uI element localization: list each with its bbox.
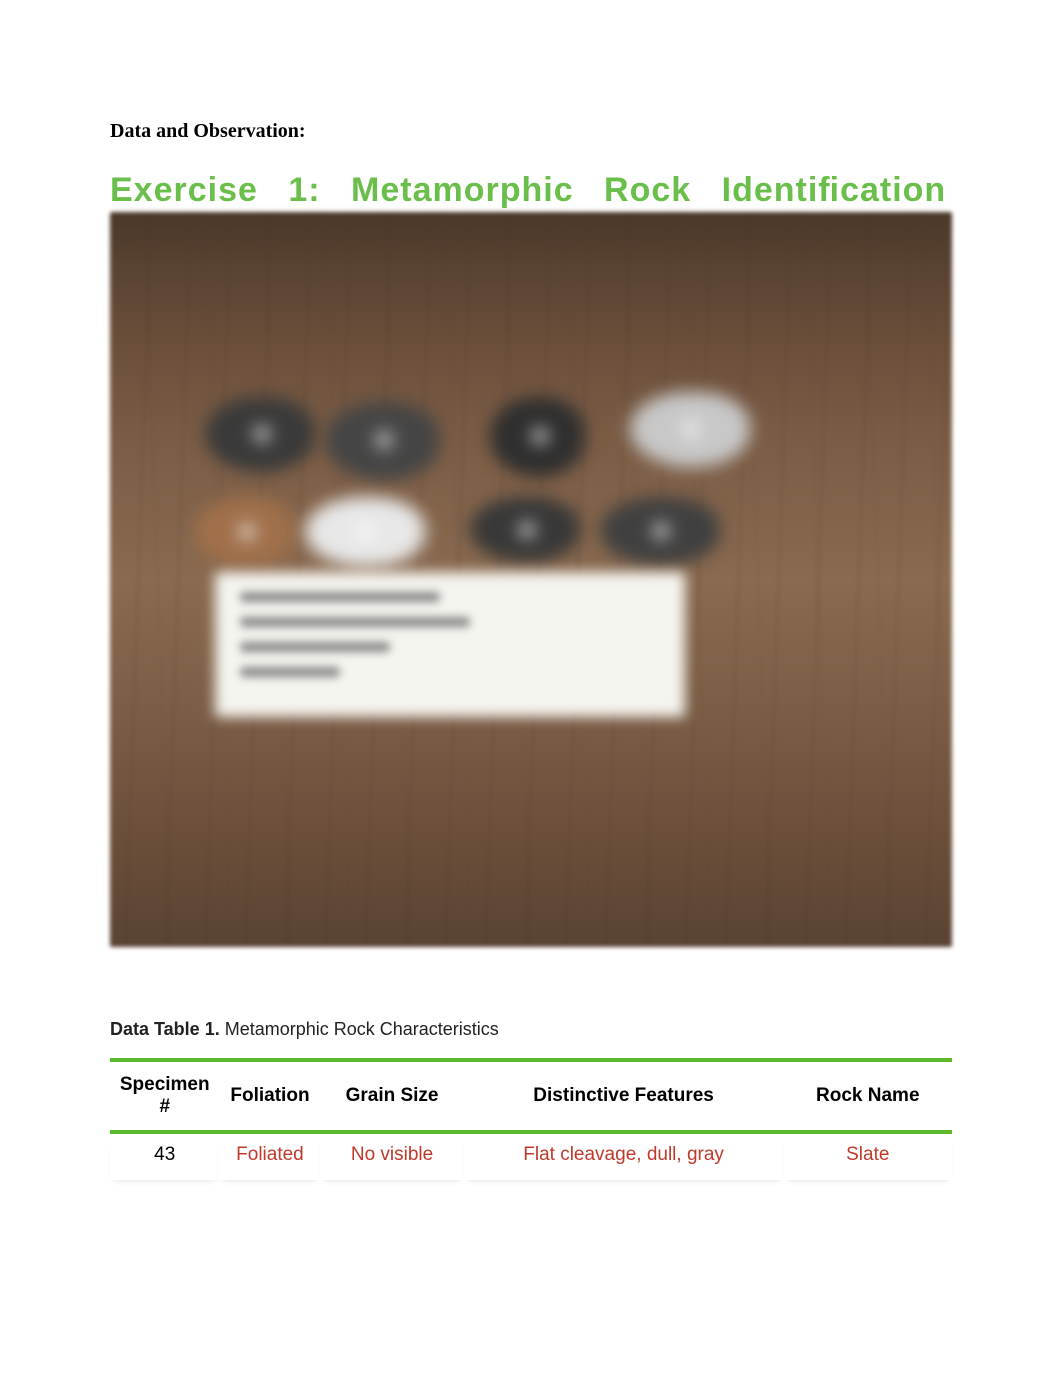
label-text-line xyxy=(240,592,440,602)
label-text-line xyxy=(240,617,470,627)
rock-specimen xyxy=(325,402,440,480)
rock-label-dot xyxy=(520,523,534,537)
table-caption: Data Table 1. Metamorphic Rock Character… xyxy=(110,1019,952,1040)
table-header-row: Specimen # Foliation Grain Size Distinct… xyxy=(110,1058,952,1134)
rock-label-dot xyxy=(377,433,391,447)
cell-name: Slate xyxy=(784,1134,952,1180)
rock-specimen xyxy=(600,497,720,565)
label-text-line xyxy=(240,642,390,652)
rock-label-dot xyxy=(684,422,698,436)
rock-specimen xyxy=(490,397,585,477)
cell-grain: No visible xyxy=(320,1134,463,1180)
col-header-grain: Grain Size xyxy=(320,1058,463,1134)
rock-label-dot xyxy=(359,525,373,539)
col-header-specimen: Specimen # xyxy=(110,1058,219,1134)
rock-specimen xyxy=(205,397,315,472)
rock-specimen xyxy=(305,497,425,567)
rock-label-dot xyxy=(654,524,668,538)
specimen-photo xyxy=(110,212,952,947)
cell-features: Flat cleavage, dull, gray xyxy=(464,1134,784,1180)
rock-label-dot xyxy=(240,525,254,539)
table-row: 43FoliatedNo visibleFlat cleavage, dull,… xyxy=(110,1134,952,1180)
rock-label-dot xyxy=(533,429,547,443)
label-text-line xyxy=(240,667,340,677)
cell-specimen: 43 xyxy=(110,1134,219,1180)
rock-specimen xyxy=(195,497,295,567)
exercise-title: Exercise 1: Metamorphic Rock Identiﬁcati… xyxy=(110,171,952,210)
col-header-name: Rock Name xyxy=(784,1058,952,1134)
col-header-features: Distinctive Features xyxy=(464,1058,784,1134)
rock-specimen xyxy=(470,497,580,562)
table-caption-rest: Metamorphic Rock Characteristics xyxy=(220,1019,499,1039)
rock-characteristics-table: Specimen # Foliation Grain Size Distinct… xyxy=(110,1058,952,1180)
rock-specimen xyxy=(630,392,750,467)
col-header-foliation: Foliation xyxy=(219,1058,320,1134)
section-heading: Data and Observation: xyxy=(110,120,952,143)
cell-foliation: Foliated xyxy=(219,1134,320,1180)
rock-label-dot xyxy=(255,427,269,441)
table-caption-bold: Data Table 1. xyxy=(110,1019,220,1039)
